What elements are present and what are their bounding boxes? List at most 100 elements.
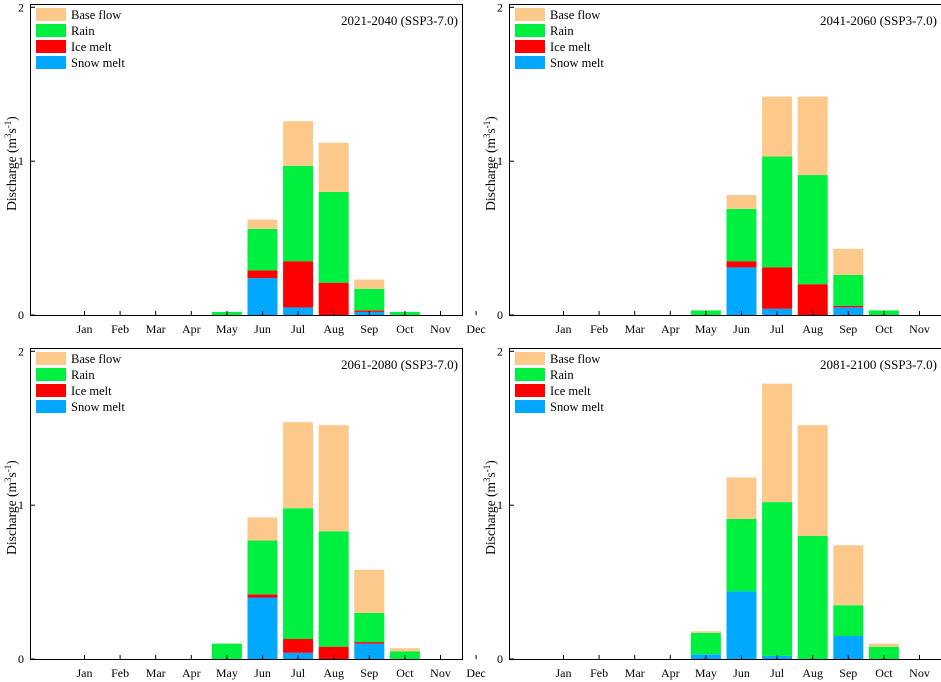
legend-label: Base flow	[550, 352, 600, 366]
x-tick-label: Oct	[396, 322, 414, 336]
y-tick-label: 1	[497, 498, 503, 512]
x-tick-label: May	[216, 666, 238, 680]
legend: Base flow Rain Ice melt Snow melt	[515, 352, 604, 414]
legend-label: Rain	[71, 24, 95, 38]
legend-swatch-snow-melt	[515, 400, 545, 413]
panel-title: 2061-2080 (SSP3-7.0)	[341, 357, 458, 372]
legend-label: Ice melt	[71, 384, 112, 398]
bars	[690, 383, 899, 659]
x-tick-label: Jan	[556, 666, 572, 680]
x-tick-label: Aug	[802, 322, 823, 336]
x-tick-label: Feb	[590, 322, 608, 336]
legend-swatch-snow-melt	[36, 400, 66, 413]
x-tick-label: Oct	[875, 666, 893, 680]
bar-rain-aug	[318, 531, 349, 647]
x-tick-label: May	[695, 666, 717, 680]
bar-snow-melt-jun	[726, 267, 757, 315]
legend-swatch-rain	[515, 24, 545, 37]
bar-snow-melt-sep	[354, 643, 385, 659]
bar-ice-melt-jun	[247, 594, 278, 598]
chart-panel-2: 012JanFebMarAprMayJunJulAugSepOctNovDec2…	[482, 0, 941, 336]
bar-rain-jun	[247, 540, 278, 595]
bar-ice-melt-sep	[833, 305, 864, 308]
chart-panel-3: 0 1 2 Jan Feb Mar Apr May Jun Jul Aug Sep Oct Nov Dec 2…	[3, 344, 486, 680]
bars	[211, 121, 420, 315]
y-tick-label: 1	[18, 498, 24, 512]
bar-base-flow-aug	[318, 142, 349, 192]
x-tick-label: Jul	[770, 666, 785, 680]
bar-rain-oct	[868, 646, 899, 659]
x-tick-label: Jul	[291, 322, 306, 336]
x-tick-label: Aug	[323, 322, 344, 336]
legend-label: Base flow	[71, 8, 121, 22]
x-tick-label: Dec	[466, 322, 485, 336]
bar-rain-may	[690, 632, 721, 655]
x-tick-label: Aug	[802, 666, 823, 680]
y-tick-label: 2	[497, 0, 503, 14]
x-tick-label: Sep	[360, 666, 378, 680]
bar-base-flow-jun	[247, 517, 278, 541]
bar-rain-jun	[726, 519, 757, 592]
bar-base-flow-aug	[318, 425, 349, 532]
legend-label: Snow melt	[71, 56, 125, 70]
bar-rain-jul	[283, 508, 314, 639]
x-tick-label: Mar	[625, 322, 645, 336]
legend-swatch-snow-melt	[515, 56, 545, 69]
bar-rain-sep	[354, 288, 385, 311]
legend: Base flow Rain Ice melt Snow melt	[515, 8, 604, 70]
y-tick-label: 0	[18, 308, 24, 322]
bar-ice-melt-jul	[283, 639, 314, 653]
legend-swatch-base-flow	[515, 8, 545, 21]
legend-label: Base flow	[71, 352, 121, 366]
chart-panel-4: 012JanFebMarAprMayJunJulAugSepOctNovDec2…	[482, 344, 941, 680]
legend-swatch-ice-melt	[36, 384, 66, 397]
x-tick-label: Apr	[661, 666, 680, 680]
bar-rain-aug	[318, 191, 349, 283]
x-tick-label: Jan	[77, 666, 93, 680]
x-tick-label: Sep	[360, 322, 378, 336]
bar-base-flow-sep	[354, 279, 385, 289]
plot-frame	[509, 4, 941, 316]
bar-rain-jul	[762, 502, 793, 656]
bar-base-flow-jun	[247, 219, 278, 229]
bar-ice-melt-jul	[283, 261, 314, 308]
y-axis-label: Discharge (m3s-1)	[482, 460, 498, 555]
legend-label: Snow melt	[550, 56, 604, 70]
bar-ice-melt-jul	[762, 267, 793, 309]
bar-rain-jun	[726, 208, 757, 262]
legend: Base flow Rain Ice melt Snow melt	[36, 352, 125, 414]
bar-rain-jun	[247, 228, 278, 271]
legend-label: Snow melt	[550, 400, 604, 414]
x-tick-label: Oct	[396, 666, 414, 680]
y-tick-label: 1	[18, 154, 24, 168]
legend-label: Rain	[550, 368, 574, 382]
chart-panel-1: 0 1 2 Jan Feb Mar Apr May Jun Jul Aug Sep Oct Nov Dec 2…	[3, 0, 486, 336]
bar-base-flow-jun	[726, 195, 757, 209]
legend-label: Rain	[550, 24, 574, 38]
legend-swatch-rain	[515, 368, 545, 381]
bar-rain-aug	[797, 535, 828, 659]
bar-snow-melt-jun	[247, 597, 278, 659]
bar-base-flow-sep	[833, 545, 864, 606]
bar-ice-melt-aug	[318, 646, 349, 659]
legend-swatch-base-flow	[36, 352, 66, 365]
x-tick-label: Nov	[909, 322, 930, 336]
legend-swatch-ice-melt	[515, 40, 545, 53]
legend-swatch-rain	[36, 368, 66, 381]
y-axis-label: Discharge (m3s-1)	[3, 460, 19, 555]
plot-frame	[509, 348, 941, 660]
x-tick-label: Jul	[291, 666, 306, 680]
y-axis-label: Discharge (m3s-1)	[3, 116, 19, 211]
x-tick-label: Nov	[909, 666, 930, 680]
bar-rain-aug	[797, 175, 828, 285]
y-tick-label: 0	[18, 652, 24, 666]
bar-base-flow-sep	[833, 248, 864, 275]
bar-rain-jul	[762, 156, 793, 268]
x-tick-label: Apr	[661, 322, 680, 336]
panel-title: 2041-2060 (SSP3-7.0)	[820, 13, 937, 28]
y-tick-label: 2	[18, 344, 24, 358]
legend: Base flow Rain Ice melt Snow melt	[36, 8, 125, 70]
bar-ice-melt-jun	[726, 261, 757, 268]
x-tick-label: Jan	[556, 322, 572, 336]
